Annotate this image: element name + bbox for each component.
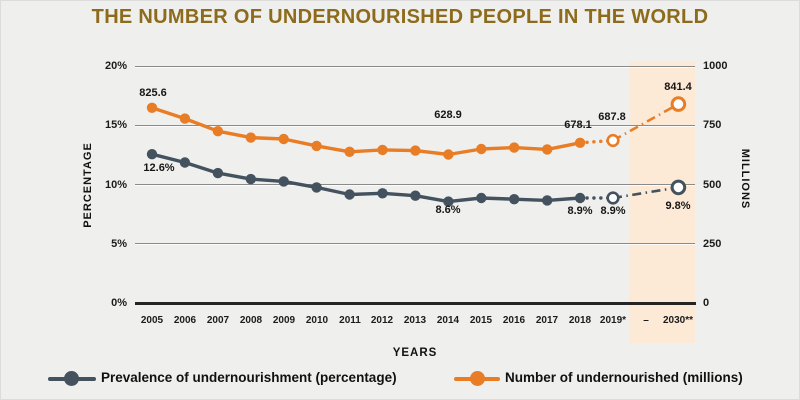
data-point-number-2010	[311, 140, 322, 152]
page-title: THE NUMBER OF UNDERNOURISHED PEOPLE IN T…	[91, 6, 709, 28]
data-point-prevalence-2012	[377, 188, 388, 199]
data-point-number-2007	[212, 126, 224, 137]
right-tick-0: 0	[703, 297, 710, 309]
data-point-prevalence-2016	[509, 194, 520, 205]
line-dashdot-number	[612, 102, 680, 142]
x-tick-2017: 2017	[535, 315, 559, 326]
x-axis-title: YEARS	[392, 347, 438, 359]
label-number-2019: 687.8	[598, 111, 626, 123]
x-tick-2005: 2005	[140, 315, 164, 326]
line-dashdot-prevalence	[612, 186, 679, 200]
right-tick-750: 750	[703, 119, 722, 131]
legend-label-number: Number of undernourished (millions)	[505, 370, 743, 385]
data-point-number-2018	[574, 137, 586, 148]
data-point-prevalence-2009	[278, 176, 289, 187]
x-axis-line	[135, 302, 696, 305]
label-number-2018: 678.1	[564, 119, 592, 131]
data-point-number-2013	[410, 145, 421, 156]
gridline-5pct	[135, 243, 695, 245]
line-solid-prevalence	[151, 152, 581, 204]
x-tick-2014: 2014	[436, 315, 460, 326]
x-tick-2019: 2019*	[599, 315, 627, 326]
x-tick-2015: 2015	[469, 315, 493, 326]
data-point-number-2015	[476, 143, 487, 155]
data-point-prevalence-2008	[245, 173, 256, 185]
label-prevalence-2005: 12.6%	[143, 162, 175, 174]
data-point-prevalence-2019*	[606, 191, 620, 205]
data-point-number-2006	[179, 113, 191, 124]
legend-dot-prevalence	[64, 371, 79, 386]
data-point-number-2017	[542, 144, 553, 155]
x-tick-2006: 2006	[173, 315, 197, 326]
data-point-number-2005	[146, 102, 158, 114]
left-tick-10: 10%	[104, 179, 127, 191]
x-tick-2030: 2030**	[662, 315, 694, 326]
left-tick-20: 20%	[104, 60, 127, 72]
data-point-prevalence-2015	[476, 192, 487, 204]
right-tick-500: 500	[703, 179, 722, 191]
label-prevalence-2018: 8.9%	[567, 205, 593, 217]
x-tick-2010: 2010	[305, 315, 329, 326]
legend-label-prevalence: Prevalence of undernourishment (percenta…	[101, 370, 397, 385]
label-prevalence-2019: 8.9%	[600, 205, 626, 217]
gridline-15pct	[135, 125, 695, 127]
label-number-2030: 841.4	[664, 81, 692, 93]
gridline-20pct	[135, 66, 695, 68]
data-point-number-2014	[443, 149, 454, 160]
data-point-number-2016	[509, 142, 520, 153]
data-point-prevalence-2017	[542, 195, 553, 206]
data-point-prevalence-2014	[443, 196, 454, 207]
x-tick-2013: 2013	[403, 315, 427, 326]
legend-dot-number	[470, 371, 485, 386]
data-point-number-2012	[377, 144, 388, 156]
right-tick-250: 250	[703, 238, 722, 250]
data-point-number-2019*	[606, 133, 620, 148]
label-number-2005: 825.6	[139, 87, 167, 99]
data-point-prevalence-2006	[179, 157, 191, 168]
data-point-number-2009	[278, 133, 289, 145]
left-tick-15: 15%	[104, 119, 127, 131]
data-point-prevalence-2010	[311, 182, 322, 193]
gridline-10pct	[135, 184, 695, 186]
x-tick-2016: 2016	[502, 315, 526, 326]
data-point-number-2011	[344, 146, 355, 157]
data-point-prevalence-2011	[344, 189, 355, 200]
left-tick-0: 0%	[111, 297, 127, 309]
left-tick-5: 5%	[111, 238, 127, 250]
x-tick-2008: 2008	[239, 315, 263, 326]
data-point-prevalence-2013	[410, 190, 421, 201]
x-tick-gap-dash: –	[643, 315, 649, 326]
x-tick-2007: 2007	[206, 315, 230, 326]
label-prevalence-2014: 8.6%	[435, 204, 461, 216]
right-tick-1000: 1000	[703, 60, 728, 72]
data-point-number-2008	[245, 132, 256, 143]
line-solid-number	[151, 106, 581, 157]
label-number-2014: 628.9	[434, 109, 462, 121]
x-tick-2012: 2012	[370, 315, 394, 326]
data-point-prevalence-2005	[146, 149, 158, 160]
label-prevalence-2030: 9.8%	[665, 200, 691, 212]
data-point-prevalence-2018	[574, 192, 586, 204]
x-tick-2011: 2011	[339, 315, 361, 326]
data-point-number-2030**	[670, 96, 687, 112]
x-tick-2009: 2009	[272, 315, 296, 326]
data-point-prevalence-2030**	[670, 179, 687, 196]
data-point-prevalence-2007	[212, 167, 224, 179]
x-tick-2018: 2018	[568, 315, 592, 326]
